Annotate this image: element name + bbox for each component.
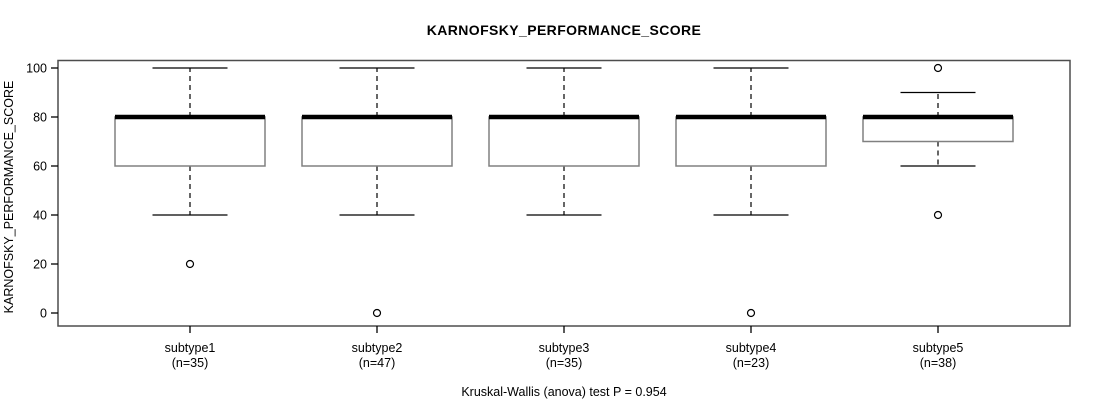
iqr-box bbox=[114, 116, 266, 167]
x-tick-label: subtype4 (n=23) bbox=[726, 341, 777, 370]
chart-title: KARNOFSKY_PERFORMANCE_SCORE bbox=[427, 22, 702, 38]
y-tick-label: 60 bbox=[33, 159, 47, 173]
y-tick-label: 0 bbox=[40, 306, 47, 320]
y-tick-label: 80 bbox=[33, 110, 47, 124]
box-subtype5 bbox=[862, 63, 1014, 220]
x-tick-label-count: (n=23) bbox=[733, 356, 769, 370]
kruskal-wallis-annotation: Kruskal-Wallis (anova) test P = 0.954 bbox=[461, 385, 666, 399]
x-tick-label: subtype1 (n=35) bbox=[165, 341, 216, 370]
outlier-point bbox=[372, 308, 382, 318]
y-axis-title: KARNOFSKY_PERFORMANCE_SCORE bbox=[2, 81, 16, 314]
iqr-box bbox=[675, 116, 827, 167]
outlier-point bbox=[746, 308, 756, 318]
y-tick-label: 100 bbox=[26, 61, 47, 75]
x-tick-label-count: (n=35) bbox=[546, 356, 582, 370]
box-subtype3 bbox=[488, 67, 640, 216]
iqr-box bbox=[862, 116, 1014, 143]
x-tick-label-count: (n=47) bbox=[359, 356, 395, 370]
x-tick-label-name: subtype4 bbox=[726, 341, 777, 355]
box-subtype2 bbox=[301, 67, 453, 318]
x-tick-label-count: (n=35) bbox=[172, 356, 208, 370]
x-tick-label-name: subtype1 bbox=[165, 341, 216, 355]
x-tick-label: subtype3 (n=35) bbox=[539, 341, 590, 370]
box-subtype1 bbox=[114, 67, 266, 269]
iqr-box bbox=[301, 116, 453, 167]
x-tick-label: subtype2 (n=47) bbox=[352, 341, 403, 370]
y-tick-label: 20 bbox=[33, 257, 47, 271]
x-tick-label-name: subtype2 bbox=[352, 341, 403, 355]
iqr-box bbox=[488, 116, 640, 167]
outlier-point bbox=[185, 259, 195, 269]
outlier-point bbox=[933, 63, 943, 73]
outlier-point bbox=[933, 210, 943, 220]
x-tick-label: subtype5 (n=38) bbox=[913, 341, 964, 370]
boxes bbox=[114, 63, 1014, 318]
box-subtype4 bbox=[675, 67, 827, 318]
x-tick-label-count: (n=38) bbox=[920, 356, 956, 370]
x-tick-label-name: subtype5 bbox=[913, 341, 964, 355]
x-tick-label-name: subtype3 bbox=[539, 341, 590, 355]
y-tick-label: 40 bbox=[33, 208, 47, 222]
x-axis: subtype1 (n=35)subtype2 (n=47)subtype3 (n=3… bbox=[165, 326, 964, 370]
y-axis: 0 20 40 60 80 100 bbox=[26, 61, 58, 320]
